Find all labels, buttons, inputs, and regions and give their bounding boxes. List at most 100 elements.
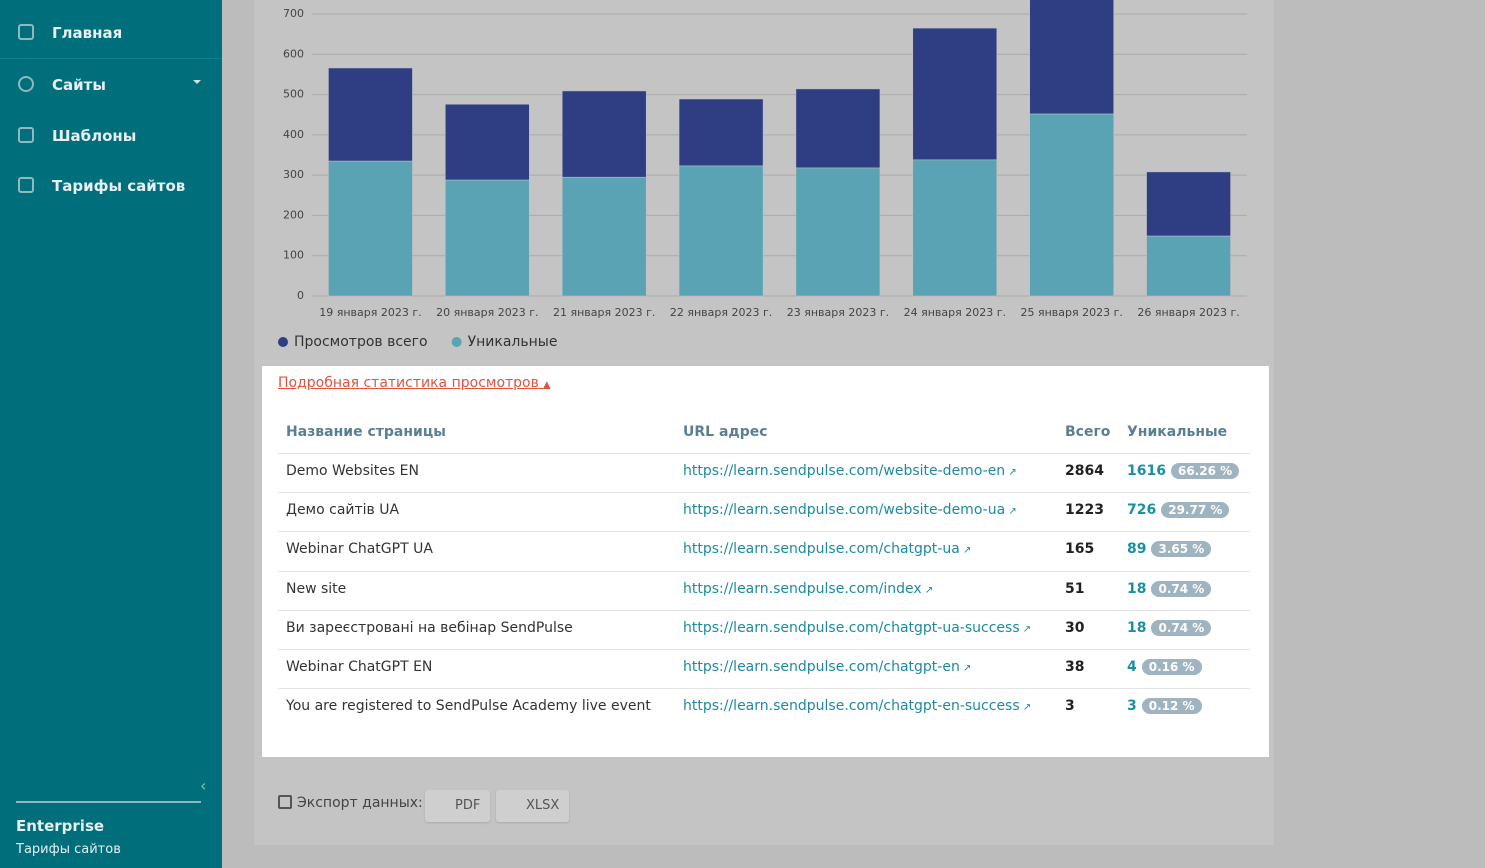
bar-segment	[328, 67, 413, 162]
unique: 89 3.65 %	[1127, 541, 1212, 558]
total: 30	[1065, 619, 1085, 636]
percent-badge: 0.16 %	[1141, 659, 1202, 675]
bar-segment	[795, 167, 881, 297]
row-divider	[278, 492, 1250, 494]
y-tick-label: 0	[297, 289, 304, 302]
unique-count: 18	[1127, 580, 1147, 597]
unique-count: 89	[1127, 541, 1147, 558]
row-divider	[278, 570, 1250, 572]
y-tick-label: 400	[283, 128, 304, 141]
menu-item[interactable]: Главная	[52, 24, 123, 42]
bar-segment	[678, 98, 764, 167]
percent-badge: 0.74 %	[1151, 619, 1212, 636]
y-tick-label: 700	[283, 7, 304, 20]
unique: 1616 66.26 %	[1127, 463, 1240, 479]
external-icon: ↗	[1019, 702, 1032, 714]
bar-segment	[445, 103, 530, 181]
x-tick-label: 25 января 2023 г.	[1020, 306, 1122, 319]
unique-count: 4	[1127, 659, 1137, 675]
details-link[interactable]: Подробная статистика просмотров ▲	[278, 375, 551, 391]
y-tick-label: 100	[283, 249, 304, 262]
bar-segment	[912, 159, 998, 297]
external-icon: ↗	[1005, 467, 1017, 478]
percent-badge: 3.65 %	[1151, 541, 1212, 558]
row-divider	[278, 688, 1250, 690]
y-tick-label: 500	[283, 88, 304, 101]
y-tick-label: 600	[283, 47, 304, 60]
collapse[interactable]: ‹	[200, 776, 207, 795]
page-url[interactable]: https://learn.sendpulse.com/chatgpt-en-s…	[683, 698, 1032, 715]
external-icon: ↗	[959, 545, 972, 557]
x-tick-label: 24 января 2023 г.	[904, 306, 1006, 319]
percent-badge: 0.74 %	[1151, 580, 1212, 597]
page-url[interactable]: https://learn.sendpulse.com/website-demo…	[683, 502, 1017, 519]
legend-label: Просмотров всего	[294, 334, 428, 350]
menu-item[interactable]: Сайты	[52, 76, 106, 94]
icon	[18, 24, 34, 40]
x-tick-label: 23 января 2023 г.	[787, 306, 889, 319]
icon	[18, 127, 34, 143]
menu-item[interactable]: Шаблоны	[52, 127, 137, 145]
x-tick-label: 20 января 2023 г.	[436, 306, 538, 319]
page-url[interactable]: https://learn.sendpulse.com/index ↗	[683, 580, 934, 597]
external-icon: ↗	[1005, 506, 1017, 518]
legend-label: Уникальные	[468, 334, 558, 350]
chart: 0 100 200 300 400 500 600 700 19 января 2023 г. 2…	[278, 0, 1247, 350]
bar-segment	[328, 160, 413, 297]
total: 1223	[1065, 502, 1104, 519]
page-url[interactable]: https://learn.sendpulse.com/website-demo…	[683, 463, 1017, 479]
export-label: Экспорт данных:	[297, 795, 423, 811]
page-url[interactable]: https://learn.sendpulse.com/chatgpt-ua ↗	[683, 541, 972, 558]
bar-segment	[561, 176, 647, 297]
page-name: Demo Websites EN	[286, 463, 419, 479]
plan-link[interactable]: Тарифы сайтов	[16, 842, 121, 857]
external-icon: ↗	[1019, 623, 1032, 635]
page-name: Webinar ChatGPT UA	[286, 541, 433, 558]
table-header: Название страницы	[286, 424, 446, 440]
page-name: Ви зареєстровані на вебінар SendPulse	[286, 619, 573, 636]
export-button[interactable]: PDF	[425, 790, 491, 822]
table-header: Уникальные	[1127, 424, 1228, 440]
menu-item[interactable]: Тарифы сайтов	[52, 177, 186, 195]
page-name: New site	[286, 580, 347, 597]
unique-count: 18	[1127, 619, 1147, 636]
bar-segment	[678, 165, 764, 297]
legend-marker	[278, 337, 288, 347]
y-tick-label: 200	[283, 208, 304, 221]
total: 51	[1065, 580, 1085, 597]
percent-badge: 0.12 %	[1141, 698, 1202, 715]
x-tick-label: 26 января 2023 г.	[1137, 306, 1239, 319]
total: 165	[1065, 541, 1095, 558]
plan: Enterprise	[16, 817, 105, 835]
sidebar: Главная Сайты Шаблоны Тарифы сайтов ‹ En…	[0, 0, 222, 868]
total: 3	[1065, 698, 1075, 715]
unique-count: 726	[1127, 502, 1157, 519]
unique-count: 3	[1127, 698, 1137, 715]
row-divider	[278, 649, 1250, 650]
export-button[interactable]: XLSX	[496, 790, 570, 822]
bar-segment	[1146, 171, 1231, 237]
bar-segment	[1146, 235, 1231, 297]
bar-segment	[561, 90, 647, 178]
page-name: Демо сайтів UA	[286, 502, 400, 519]
y-tick-label: 300	[283, 168, 304, 181]
page-url[interactable]: https://learn.sendpulse.com/chatgpt-en ↗	[683, 659, 972, 675]
total: 38	[1065, 659, 1085, 675]
total: 2864	[1065, 463, 1104, 479]
unique: 18 0.74 %	[1127, 619, 1212, 636]
page-name: You are registered to SendPulse Academy …	[286, 698, 651, 715]
x-tick-label: 22 января 2023 г.	[670, 306, 772, 319]
bar-segment	[445, 179, 530, 297]
percent-badge: 66.26 %	[1170, 463, 1240, 479]
row-divider	[278, 609, 1250, 611]
unique-count: 1616	[1127, 463, 1166, 479]
page-url[interactable]: https://learn.sendpulse.com/chatgpt-ua-s…	[683, 619, 1032, 636]
table-header: Всего	[1065, 424, 1111, 440]
row-divider	[278, 531, 1250, 533]
percent-badge: 29.77 %	[1161, 502, 1230, 519]
icon	[18, 76, 34, 92]
unique: 3 0.12 %	[1127, 698, 1202, 715]
icon	[18, 177, 34, 193]
table-header: URL адрес	[683, 424, 768, 440]
